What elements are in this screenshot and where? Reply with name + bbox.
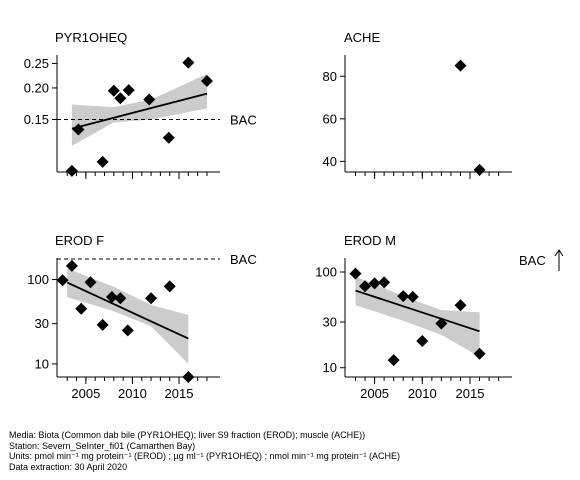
data-point bbox=[65, 164, 78, 177]
data-point bbox=[84, 276, 97, 289]
confidence-band bbox=[355, 276, 480, 357]
panel-title: EROD F bbox=[55, 233, 104, 248]
data-point bbox=[359, 280, 372, 293]
y-tick-label: 0.25 bbox=[24, 56, 49, 71]
x-tick-label: 2005 bbox=[71, 386, 100, 401]
data-point bbox=[143, 93, 156, 106]
data-point bbox=[378, 276, 391, 289]
y-tick-label: 30 bbox=[323, 315, 337, 330]
data-point bbox=[406, 290, 419, 303]
data-point bbox=[200, 75, 213, 88]
data-point bbox=[75, 302, 88, 315]
data-point bbox=[473, 163, 486, 176]
x-tick-label: 2010 bbox=[408, 386, 437, 401]
data-point bbox=[65, 259, 78, 272]
footer-notes: Media: Biota (Common dab bile (PYR1OHEQ)… bbox=[9, 430, 400, 472]
y-tick-label: 0.20 bbox=[24, 80, 49, 95]
panel-title: ACHE bbox=[344, 30, 380, 45]
y-tick-label: 10 bbox=[323, 360, 337, 375]
data-point bbox=[182, 56, 195, 69]
footer-units: Units: pmol min⁻¹ mg protein⁻¹ (EROD) ; … bbox=[9, 451, 401, 461]
panel-title: EROD M bbox=[344, 233, 396, 248]
chart-canvas: PYR1OHEQ BAC 0.15 0.20 0.25 ACHE 40 60 80 EROD F B… bbox=[24, 30, 564, 401]
footer-media: Media: Biota (Common dab bile (PYR1OHEQ)… bbox=[9, 430, 366, 440]
data-point bbox=[121, 324, 134, 337]
data-point bbox=[105, 291, 118, 304]
data-point bbox=[368, 277, 381, 290]
data-point bbox=[473, 347, 486, 360]
bac-label: BAC bbox=[519, 253, 546, 268]
data-point bbox=[72, 123, 85, 136]
data-point bbox=[145, 292, 158, 305]
data-point bbox=[397, 290, 410, 303]
x-tick-label: 2015 bbox=[456, 386, 485, 401]
y-tick-label: 100 bbox=[315, 264, 337, 279]
trend-line bbox=[71, 92, 208, 130]
y-tick-label: 80 bbox=[323, 69, 337, 84]
x-tick-label: 2015 bbox=[165, 386, 194, 401]
data-point bbox=[122, 84, 135, 97]
panel-title: PYR1OHEQ bbox=[55, 30, 127, 45]
y-tick-label: 30 bbox=[35, 316, 49, 331]
footer-extraction: Data extraction: 30 April 2020 bbox=[9, 461, 128, 472]
data-point bbox=[163, 280, 176, 293]
y-tick-label: 100 bbox=[27, 272, 49, 287]
y-tick-label: 10 bbox=[35, 356, 49, 371]
x-tick-label: 2010 bbox=[118, 386, 147, 401]
data-point bbox=[114, 292, 127, 305]
confidence-band bbox=[71, 74, 208, 146]
y-tick-label: 60 bbox=[323, 111, 337, 126]
data-point bbox=[107, 84, 120, 97]
x-tick-label: 2005 bbox=[360, 386, 389, 401]
data-point bbox=[162, 131, 175, 144]
data-point bbox=[416, 335, 429, 348]
y-tick-label: 40 bbox=[323, 154, 337, 169]
data-point bbox=[387, 354, 400, 367]
bac-label: BAC bbox=[230, 252, 257, 267]
data-point bbox=[56, 274, 69, 287]
bac-label: BAC bbox=[230, 113, 257, 128]
data-point bbox=[435, 317, 448, 330]
data-point bbox=[454, 59, 467, 72]
bac-arrow-head bbox=[554, 249, 564, 257]
data-point bbox=[96, 155, 109, 168]
data-point bbox=[96, 318, 109, 331]
trend-line bbox=[355, 289, 480, 333]
y-tick-label: 0.15 bbox=[24, 112, 49, 127]
data-point bbox=[349, 267, 362, 280]
data-point bbox=[454, 299, 467, 312]
trend-line bbox=[66, 281, 189, 340]
confidence-band bbox=[67, 268, 189, 364]
data-point bbox=[114, 92, 127, 105]
footer-station: Station: Severn_SeInter_fi01 (Camarthen … bbox=[9, 440, 196, 451]
